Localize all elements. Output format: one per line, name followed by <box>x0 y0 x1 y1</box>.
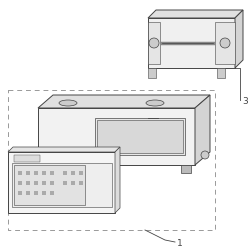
Bar <box>79 171 83 175</box>
Polygon shape <box>41 165 51 173</box>
Circle shape <box>149 38 159 48</box>
Polygon shape <box>217 68 225 78</box>
Polygon shape <box>14 165 85 205</box>
Bar <box>34 181 38 185</box>
Polygon shape <box>8 152 115 213</box>
Polygon shape <box>97 120 183 153</box>
Polygon shape <box>38 108 195 165</box>
Bar <box>50 181 54 185</box>
Bar <box>50 171 54 175</box>
Text: 2: 2 <box>160 114 166 122</box>
Polygon shape <box>215 22 235 64</box>
Circle shape <box>220 38 230 48</box>
Polygon shape <box>8 147 120 152</box>
Polygon shape <box>148 68 156 78</box>
Polygon shape <box>148 18 235 68</box>
Bar <box>34 171 38 175</box>
Bar <box>42 191 46 195</box>
Ellipse shape <box>146 100 164 106</box>
Circle shape <box>201 151 209 159</box>
Polygon shape <box>148 10 243 18</box>
Ellipse shape <box>59 100 77 106</box>
Bar <box>50 191 54 195</box>
Bar <box>42 171 46 175</box>
Bar <box>79 181 83 185</box>
Bar <box>26 181 30 185</box>
Polygon shape <box>95 118 185 155</box>
Polygon shape <box>195 95 210 165</box>
Polygon shape <box>14 155 40 162</box>
Text: 3: 3 <box>242 98 248 106</box>
Bar <box>18 171 22 175</box>
Polygon shape <box>181 165 191 173</box>
Bar <box>71 171 75 175</box>
Bar <box>26 171 30 175</box>
Text: 1: 1 <box>177 238 183 248</box>
Polygon shape <box>38 95 210 108</box>
Polygon shape <box>148 22 160 64</box>
Bar <box>18 191 22 195</box>
Bar <box>34 191 38 195</box>
Bar <box>42 181 46 185</box>
Polygon shape <box>12 163 112 207</box>
Bar <box>18 181 22 185</box>
Bar <box>63 171 67 175</box>
Polygon shape <box>235 10 243 68</box>
Bar <box>71 181 75 185</box>
Bar <box>26 191 30 195</box>
Polygon shape <box>115 147 120 213</box>
Bar <box>63 181 67 185</box>
